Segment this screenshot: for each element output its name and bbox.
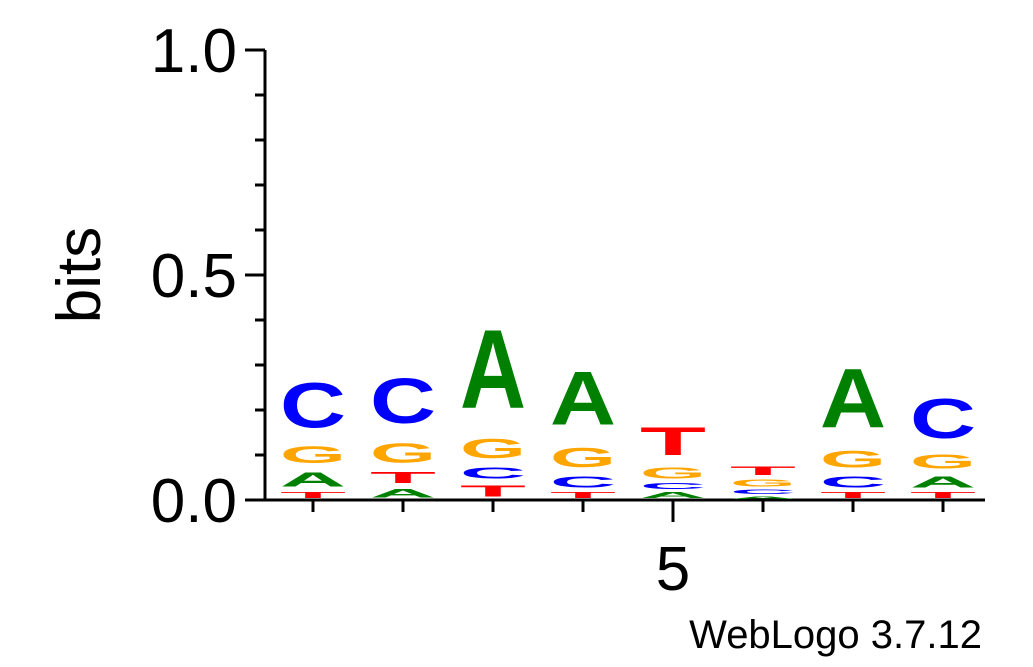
- logo-letter-c: C: [730, 489, 796, 496]
- logo-letter-g: G: [550, 442, 616, 473]
- logo-letter-g: G: [820, 446, 886, 473]
- axes: 0.0 0.5 1.0 5: [151, 17, 985, 604]
- logo-letter-t: T: [280, 491, 346, 500]
- logo-letter-g: G: [370, 437, 436, 468]
- y-major-ticks: 0.0 0.5 1.0: [151, 17, 265, 536]
- logo-letter-c: C: [370, 364, 436, 436]
- logo-letter-c: C: [640, 482, 706, 491]
- logo-letter-c: C: [910, 388, 976, 451]
- logo-letter-c: C: [820, 473, 886, 491]
- logo-letter-a: A: [550, 356, 616, 441]
- y-tick-label: 0.0: [151, 467, 237, 536]
- logo-letter-t: T: [640, 419, 706, 464]
- y-tick-label: 0.5: [151, 242, 237, 311]
- logo-letter-a: A: [460, 306, 526, 432]
- logo-letter-g: G: [910, 451, 976, 473]
- logo-letter-c: C: [550, 473, 616, 491]
- logo-letter-a: A: [370, 486, 436, 499]
- logo-letter-g: G: [460, 433, 526, 464]
- logo-letter-a: A: [730, 495, 796, 500]
- logo-letter-a: A: [280, 469, 346, 491]
- logo-letter-c: C: [460, 464, 526, 482]
- logo-letter-t: T: [370, 469, 436, 487]
- logo-letter-a: A: [640, 491, 706, 500]
- logo-letter-c: C: [280, 369, 346, 441]
- weblogo-footer: WebLogo 3.7.12: [689, 613, 982, 657]
- logo-letter-t: T: [730, 464, 796, 477]
- x-tick-label: 5: [656, 535, 690, 604]
- logo-letter-a: A: [910, 473, 976, 491]
- logo-letter-g: G: [280, 442, 346, 469]
- logo-letter-t: T: [910, 491, 976, 500]
- logo-letter-g: G: [730, 477, 796, 488]
- logo-letter-a: A: [820, 351, 886, 446]
- logo-letter-g: G: [640, 464, 706, 482]
- logo-letter-t: T: [460, 482, 526, 500]
- logo-letter-t: T: [820, 491, 886, 500]
- y-tick-label: 1.0: [151, 17, 237, 86]
- logo-letter-t: T: [550, 491, 616, 500]
- x-ticks: 5: [311, 500, 945, 604]
- y-axis-label: bits: [45, 227, 114, 323]
